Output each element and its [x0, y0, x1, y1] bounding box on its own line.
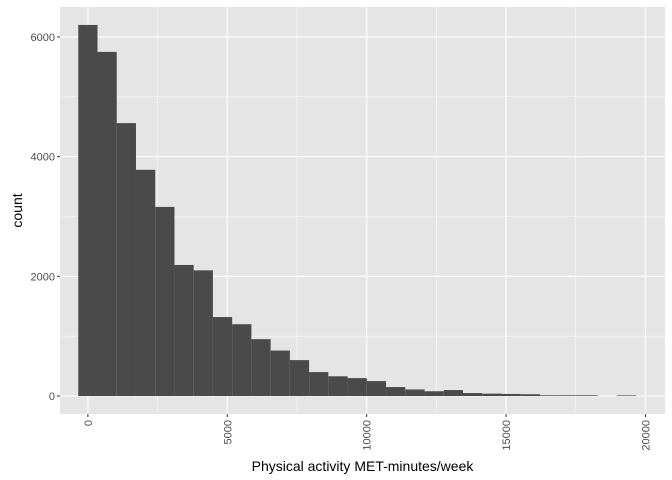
histogram-bar — [578, 395, 598, 397]
y-axis: 0 2000 4000 6000 — [31, 32, 60, 403]
histogram-bar — [78, 24, 98, 397]
histogram-bar — [405, 389, 425, 397]
histogram-bars — [78, 24, 637, 397]
y-tick-label: 4000 — [31, 152, 55, 164]
histogram-bar — [520, 394, 540, 397]
histogram-bar — [116, 123, 136, 397]
histogram-bar — [463, 393, 483, 397]
histogram-bar — [539, 395, 560, 397]
histogram-bar — [616, 395, 637, 397]
histogram-bar — [386, 387, 406, 397]
histogram-bar — [97, 51, 117, 397]
x-tick-label: 0 — [83, 420, 95, 426]
histogram-bar — [193, 270, 213, 397]
histogram-bar — [251, 339, 271, 397]
x-tick-label: 5000 — [222, 420, 234, 444]
histogram-bar — [443, 390, 464, 397]
grid-minor — [60, 7, 665, 414]
x-tick-label: 10000 — [362, 420, 374, 451]
histogram-bar — [366, 381, 387, 397]
x-axis-title: Physical activity MET-minutes/week — [252, 458, 475, 474]
histogram-bar — [212, 317, 233, 397]
histogram-bar — [309, 372, 329, 397]
x-tick-label: 15000 — [501, 420, 513, 451]
histogram-bar — [155, 206, 175, 397]
histogram-bar — [289, 360, 310, 397]
histogram-bar — [232, 324, 252, 397]
histogram-bar — [501, 393, 521, 397]
y-tick-label: 6000 — [31, 32, 55, 44]
y-tick-label: 0 — [49, 391, 55, 403]
y-tick-label: 2000 — [31, 271, 55, 283]
x-tick-label: 20000 — [640, 420, 652, 451]
histogram-bar — [424, 391, 444, 397]
histogram-bar — [482, 393, 502, 397]
x-axis: 0 5000 10000 15000 20000 — [83, 414, 652, 451]
histogram-bar — [270, 350, 290, 397]
histogram-bar — [347, 378, 367, 397]
histogram-bar — [174, 264, 194, 397]
y-axis-title: count — [9, 193, 25, 227]
histogram-bar — [135, 169, 156, 397]
histogram-bar — [328, 376, 348, 397]
histogram-bar — [559, 395, 579, 397]
